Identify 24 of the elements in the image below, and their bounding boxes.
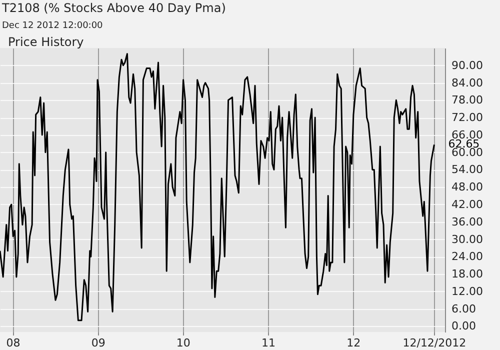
y-tick-label: 12.00	[452, 284, 483, 298]
y-tick-label: 42.00	[452, 198, 483, 211]
y-tick-label: 24.00	[452, 250, 483, 264]
x-tick-label: 09	[91, 336, 106, 350]
y-tick-label: 48.00	[452, 180, 483, 194]
x-tick-label: 12/12/2012	[402, 336, 466, 350]
y-tick-label: 90.00	[452, 58, 483, 72]
chart-title: T2108 (% Stocks Above 40 Day Pma)	[1, 1, 226, 15]
annotation: Price History	[8, 35, 84, 49]
x-tick-label: 08	[6, 336, 20, 350]
line-series	[0, 53, 435, 322]
y-tick-label: 36.00	[452, 215, 483, 228]
y-tick-label: 84.00	[452, 76, 483, 90]
y-tick-label: 78.00	[452, 94, 483, 107]
y-tick-label: 6.00	[452, 302, 476, 316]
x-tick-label: 10	[176, 336, 190, 350]
y-tick-label: 0.00	[452, 320, 476, 333]
x-tick-label: 11	[262, 336, 276, 350]
x-tick-label: 12	[346, 336, 361, 350]
chart-subtitle: Dec 12 2012 12:00:00	[2, 21, 104, 31]
y-tick-label: 18.00	[452, 268, 483, 281]
y-tick-label: 54.00	[452, 163, 483, 176]
y-tick-label: 72.00	[452, 111, 483, 124]
y-tick-label: 30.00	[452, 232, 483, 246]
